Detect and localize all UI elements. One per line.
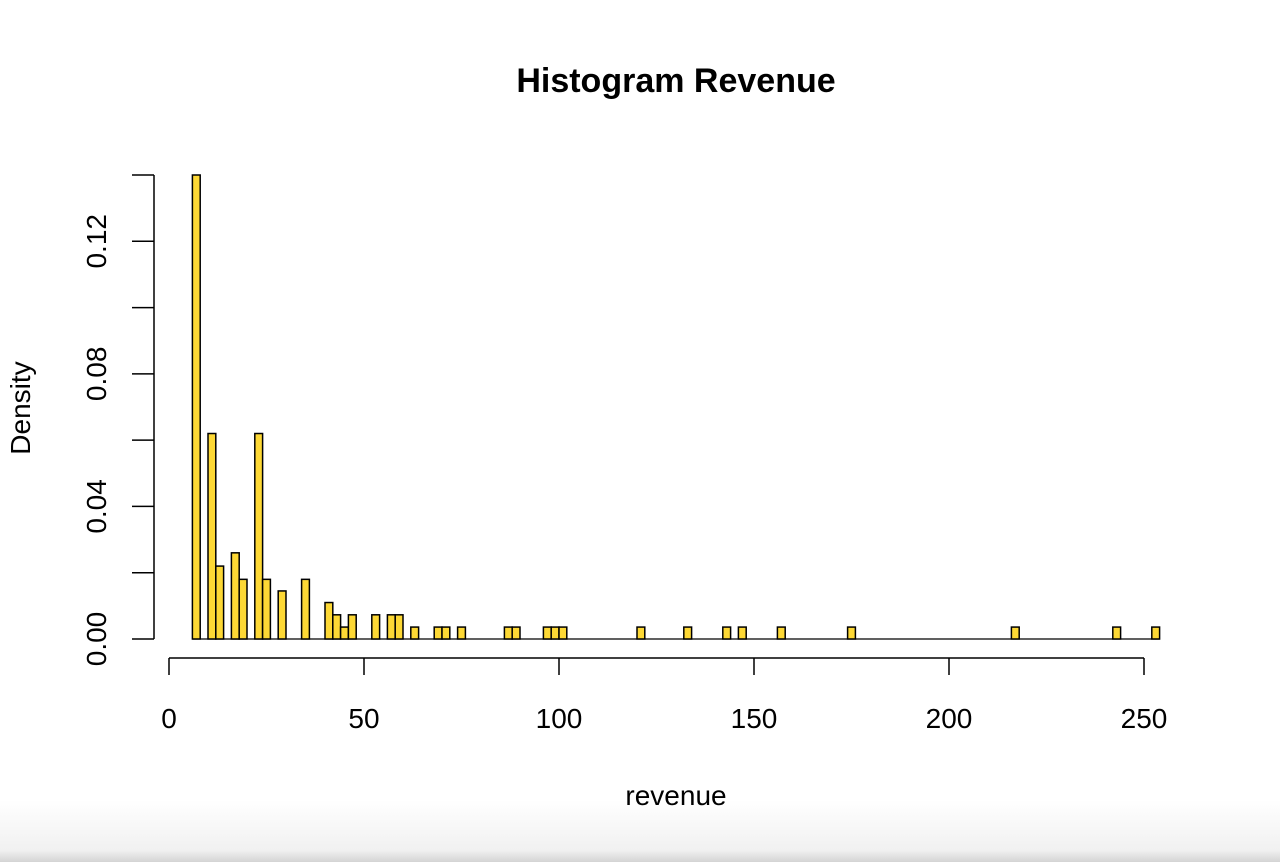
histogram-bar: [332, 614, 342, 640]
y-tick-label: 0.08: [81, 347, 112, 402]
y-tick-label: 0.00: [81, 612, 112, 667]
histogram-bar: [433, 626, 443, 640]
histogram-bar: [254, 432, 264, 640]
x-tick-label: 150: [731, 703, 778, 734]
histogram-bar: [339, 626, 350, 640]
histogram-bar: [1112, 626, 1122, 640]
y-tick-label: 0.12: [81, 214, 112, 268]
histogram-bar: [683, 626, 693, 640]
histogram-bar: [846, 626, 857, 640]
x-tick-label: 200: [926, 703, 973, 734]
bars-group: [191, 174, 1161, 640]
histogram-bar: [1010, 626, 1020, 640]
histogram-bar: [558, 626, 568, 640]
histogram-bar: [371, 614, 381, 640]
x-tick-label: 50: [348, 703, 379, 734]
y-axis-title: Density: [5, 361, 36, 454]
histogram-bar: [191, 174, 201, 640]
histogram-bar: [542, 626, 552, 640]
histogram-bar: [394, 614, 404, 640]
histogram-bar: [277, 590, 287, 640]
histogram-bar: [776, 626, 786, 640]
histogram-bar: [722, 626, 732, 640]
histogram-bar: [636, 626, 646, 640]
histogram-bar: [230, 552, 240, 640]
x-tick-label: 0: [161, 703, 177, 734]
histogram-bar: [737, 626, 747, 640]
histogram-bar: [410, 626, 420, 640]
histogram-bar: [503, 626, 513, 640]
histogram-bar: [347, 614, 357, 640]
histogram-bar: [386, 614, 396, 640]
histogram-bar: [300, 578, 311, 640]
histogram-bar: [456, 626, 467, 640]
histogram-bar: [441, 626, 451, 640]
histogram-bar: [207, 432, 217, 640]
histogram-bar: [324, 601, 334, 640]
x-tick-label: 250: [1121, 703, 1168, 734]
histogram-bar: [511, 626, 521, 640]
x-axis: 0 50 100 150 200 250: [161, 657, 1168, 734]
y-axis: 0.00 0.04 0.08 0.12: [81, 174, 155, 667]
histogram-bar: [261, 578, 272, 640]
x-tick-label: 100: [536, 703, 583, 734]
histogram-bar: [1151, 626, 1161, 640]
histogram-bar: [238, 578, 248, 640]
y-tick-label: 0.04: [81, 479, 112, 534]
x-axis-title: revenue: [625, 780, 726, 811]
histogram-bar: [215, 565, 225, 640]
chart-title: Histogram Revenue: [516, 62, 835, 100]
histogram-bar: [550, 626, 560, 640]
